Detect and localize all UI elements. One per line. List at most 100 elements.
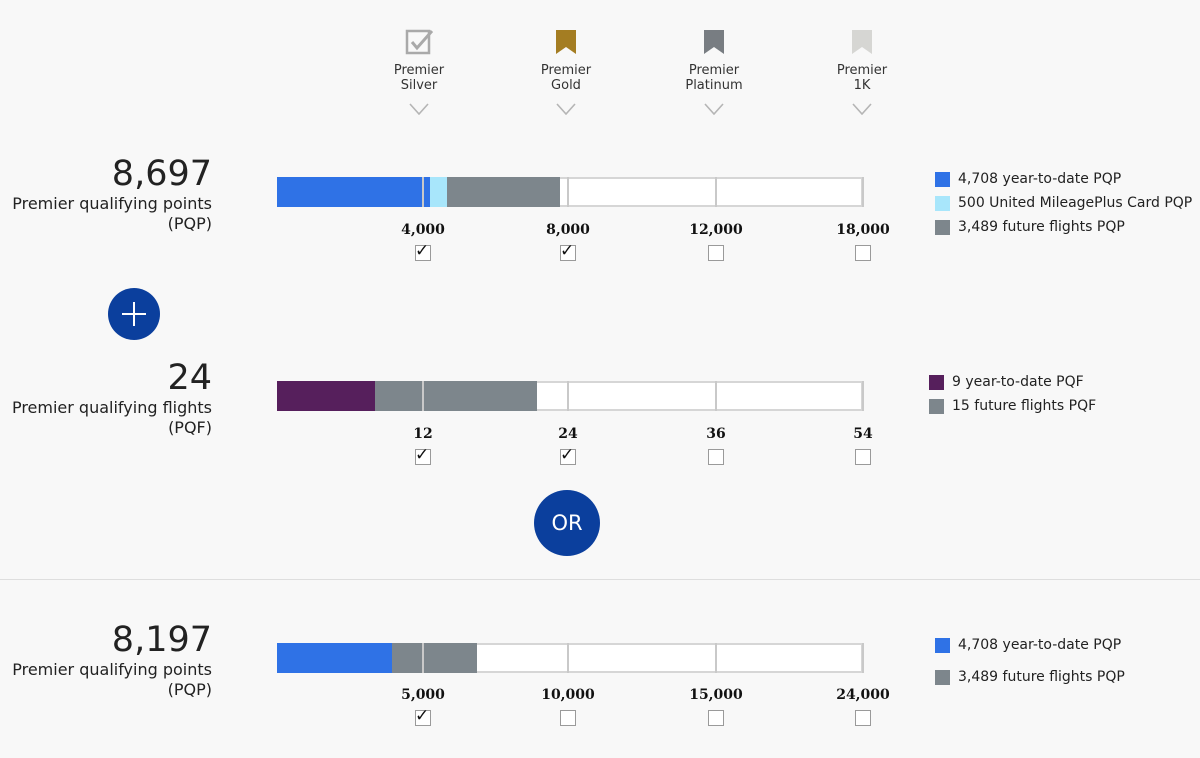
tier-threshold-label: 54 [853, 426, 873, 442]
chevron-down-icon[interactable] [704, 103, 724, 115]
legend-item: 4,708 year-to-date PQP [935, 171, 1192, 195]
legend-label: 9 year-to-date PQF [952, 374, 1084, 390]
pqf-legend: 9 year-to-date PQF 15 future flights PQF [929, 374, 1096, 422]
tier-name: Premier 1K [836, 63, 888, 93]
bar-segment [277, 177, 431, 207]
pqp-metric: 8,697 Premier qualifying points (PQP) [12, 154, 212, 234]
checkmark-icon: ✓ [560, 241, 575, 261]
pqp-only-value: 8,197 [111, 620, 212, 660]
chevron-down-icon[interactable] [556, 103, 576, 115]
tier-threshold-checkbox[interactable]: ✓ [560, 445, 576, 465]
tier-name: Premier Gold [540, 63, 592, 93]
bar-tick [567, 643, 569, 673]
tier-threshold-checkbox[interactable] [855, 710, 871, 726]
bar-tick [715, 177, 717, 207]
legend-swatch [929, 398, 944, 414]
legend-swatch [935, 219, 950, 235]
bar-segment [391, 643, 478, 673]
pqf-abbrev: (PQF) [168, 418, 212, 437]
legend-item: 15 future flights PQF [929, 398, 1096, 422]
tier-threshold-checkbox[interactable] [708, 449, 724, 465]
bar-tick [862, 381, 864, 411]
pqp-label: Premier qualifying points [12, 194, 212, 213]
tier-threshold-label: 15,000 [689, 687, 743, 703]
tier-threshold-label: 12 [413, 426, 433, 442]
bar-segment [277, 643, 392, 673]
tier-threshold-checkbox[interactable] [708, 710, 724, 726]
legend-swatch [935, 171, 950, 187]
bar-tick [567, 381, 569, 411]
tier-threshold-label: 24 [558, 426, 578, 442]
legend-label: 500 United MileagePlus Card PQP [958, 195, 1193, 211]
pqp-only-legend: 4,708 year-to-date PQP 3,489 future fligh… [935, 637, 1125, 701]
chevron-down-icon[interactable] [409, 103, 429, 115]
tier-threshold-checkbox[interactable]: ✓ [415, 445, 431, 465]
legend-swatch [935, 637, 950, 653]
checkmark-icon: ✓ [415, 706, 430, 726]
tier-name: Premier Platinum [685, 63, 743, 93]
tier-platinum[interactable]: Premier Platinum [659, 28, 769, 115]
silver-check-icon [364, 28, 474, 58]
pqp-only-progress-bar [277, 643, 864, 673]
tier-1k[interactable]: Premier 1K [807, 28, 917, 115]
legend-item: 9 year-to-date PQF [929, 374, 1096, 398]
legend-swatch [935, 195, 950, 211]
legend-label: 3,489 future flights PQP [958, 669, 1125, 685]
tier-threshold-label: 24,000 [836, 687, 890, 703]
pqp-abbrev: (PQP) [167, 214, 212, 233]
tier-threshold-checkbox[interactable]: ✓ [415, 706, 431, 726]
legend-swatch [935, 669, 950, 685]
bar-segment [374, 381, 538, 411]
pqf-label: Premier qualifying flights [11, 398, 212, 417]
bar-tick [862, 177, 864, 207]
pqp-only-metric: 8,197 Premier qualifying points (PQP) [12, 620, 212, 700]
or-badge: OR [534, 490, 600, 556]
pqp-legend: 4,708 year-to-date PQP 500 United Mileage… [935, 171, 1192, 243]
tier-threshold-label: 4,000 [401, 222, 445, 238]
legend-item: 500 United MileagePlus Card PQP [935, 195, 1192, 219]
tier-threshold-label: 10,000 [541, 687, 595, 703]
checkmark-icon: ✓ [415, 445, 430, 465]
legend-label: 15 future flights PQF [952, 398, 1097, 414]
legend-item: 4,708 year-to-date PQP [935, 637, 1125, 669]
bar-tick [422, 381, 424, 411]
pqf-metric: 24 Premier qualifying flights (PQF) [12, 358, 212, 438]
tier-silver[interactable]: Premier Silver [364, 28, 474, 115]
platinum-bookmark-icon [659, 28, 769, 58]
tier-threshold-checkbox[interactable] [855, 449, 871, 465]
tier-threshold-checkbox[interactable]: ✓ [415, 241, 431, 261]
pqf-value: 24 [167, 358, 212, 398]
pqp-only-abbrev: (PQP) [167, 680, 212, 699]
gold-bookmark-icon [511, 28, 621, 58]
pqp-value: 8,697 [111, 154, 212, 194]
bar-tick [715, 643, 717, 673]
legend-label: 3,489 future flights PQP [958, 219, 1125, 235]
bar-tick [715, 381, 717, 411]
tier-threshold-checkbox[interactable] [855, 245, 871, 261]
section-divider [0, 579, 1200, 580]
bar-segment [277, 381, 375, 411]
bar-tick [422, 177, 424, 207]
pqp-progress-bar [277, 177, 864, 207]
tier-threshold-label: 36 [706, 426, 726, 442]
bar-tick [862, 643, 864, 673]
bar-tick [422, 643, 424, 673]
bar-segment [430, 177, 447, 207]
checkmark-icon: ✓ [560, 445, 575, 465]
1k-bookmark-icon [807, 28, 917, 58]
legend-label: 4,708 year-to-date PQP [958, 171, 1122, 187]
tier-threshold-checkbox[interactable] [560, 710, 576, 726]
checkmark-icon: ✓ [415, 241, 430, 261]
legend-swatch [929, 374, 944, 390]
tier-name: Premier Silver [393, 63, 445, 93]
legend-item: 3,489 future flights PQP [935, 219, 1192, 243]
tier-threshold-label: 18,000 [836, 222, 890, 238]
chevron-down-icon[interactable] [852, 103, 872, 115]
tier-threshold-label: 8,000 [546, 222, 590, 238]
tier-gold[interactable]: Premier Gold [511, 28, 621, 115]
bar-segment [446, 177, 561, 207]
tier-threshold-checkbox[interactable] [708, 245, 724, 261]
legend-item: 3,489 future flights PQP [935, 669, 1125, 701]
tier-threshold-checkbox[interactable]: ✓ [560, 241, 576, 261]
bar-tick [567, 177, 569, 207]
